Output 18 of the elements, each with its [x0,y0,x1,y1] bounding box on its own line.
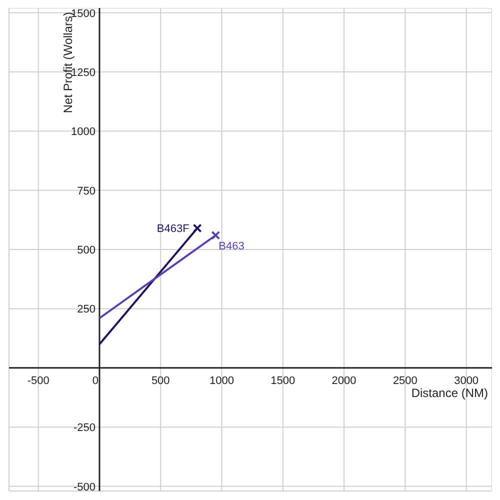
x-tick-label: 1000 [210,374,234,387]
y-tick-label: 250 [77,304,96,316]
y-tick-label: 1250 [71,66,96,79]
series-label: B463 [218,240,244,252]
x-tick-label: 2000 [332,374,356,387]
y-tick-label: -250 [73,422,96,434]
x-tick-label: -500 [27,374,50,387]
x-tick-label: 2500 [392,374,418,387]
y-tick-label: -500 [73,481,96,494]
series-label: B463F [156,223,190,236]
x-axis-title: Distance (NM) [411,386,488,400]
x-tick-label: 1500 [270,374,296,387]
x-tick-label: 0 [92,374,99,387]
y-tick-label: 500 [77,244,96,256]
y-tick-label: 1000 [71,126,96,138]
x-tick-label: 500 [151,374,170,387]
y-tick-label: 750 [77,185,96,198]
x-tick-label: 3000 [454,374,479,387]
